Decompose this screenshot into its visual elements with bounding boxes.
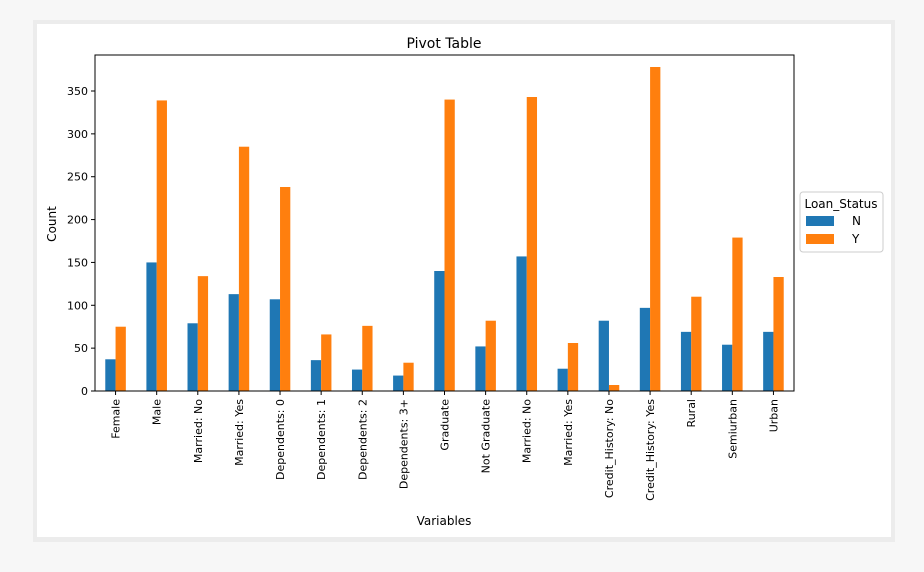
bar-y-9: [485, 320, 496, 391]
legend-title: Loan_Status: [804, 197, 877, 211]
bar-n-15: [722, 344, 733, 391]
bar-y-15: [732, 237, 743, 391]
x-tick-label: Married: Yes: [233, 399, 246, 466]
y-tick-label: 50: [74, 342, 88, 355]
x-axis-ticks: Female Male Married: No Married: Yes Depende…: [110, 391, 780, 501]
bar-y-11: [567, 343, 579, 391]
x-tick-label: Urban: [767, 399, 780, 432]
x-tick-label: Dependents: 2: [356, 399, 369, 480]
x-tick-label: Female: [110, 399, 123, 439]
bar-y-0: [115, 326, 126, 391]
bar-y-3: [238, 146, 250, 391]
y-tick-label: 350: [67, 85, 88, 98]
bar-n-7: [393, 375, 404, 391]
x-tick-label: Dependents: 0: [274, 399, 287, 480]
bar-n-16: [763, 331, 774, 391]
bar-y-4: [280, 187, 291, 391]
y-axis-label: Count: [45, 206, 59, 242]
bar-y-7: [403, 362, 414, 391]
y-tick-label: 300: [67, 128, 88, 141]
x-tick-label: Male: [151, 399, 164, 425]
x-tick-label: Dependents: 1: [315, 399, 328, 480]
x-tick-label: Semiurban: [726, 399, 739, 459]
bar-y-8: [444, 99, 455, 391]
bar-n-12: [598, 320, 609, 391]
bar-group: [105, 67, 784, 392]
x-tick-label: Not Graduate: [480, 399, 493, 474]
bar-n-10: [516, 256, 527, 391]
x-tick-label: Dependents: 3+: [397, 399, 410, 489]
legend-label-y: Y: [851, 232, 860, 246]
bar-y-5: [321, 334, 332, 391]
x-tick-label: Credit_History: No: [603, 399, 616, 498]
bar-y-13: [650, 67, 661, 391]
bar-n-3: [228, 294, 239, 391]
x-axis-label: Variables: [417, 514, 472, 528]
x-tick-label: Married: No: [192, 399, 205, 463]
bar-y-2: [197, 276, 209, 391]
bar-n-2: [187, 323, 198, 391]
bar-n-5: [310, 360, 322, 391]
plot-area-border: [94, 54, 795, 392]
bar-n-0: [105, 359, 116, 391]
x-tick-label: Credit_History: Yes: [644, 399, 657, 501]
legend-label-n: N: [852, 214, 861, 228]
x-tick-label: Married: Yes: [562, 399, 575, 466]
x-tick-label: Graduate: [439, 399, 452, 451]
y-tick-label: 0: [81, 385, 88, 398]
bar-n-1: [146, 262, 157, 391]
y-tick-label: 150: [67, 256, 88, 269]
chart-card: [37, 24, 891, 537]
y-tick-label: 100: [67, 299, 88, 312]
legend-swatch-y: [806, 234, 834, 244]
x-tick-label: Married: No: [521, 399, 534, 463]
bar-y-14: [691, 296, 702, 391]
bar-y-16: [773, 277, 784, 391]
bar-n-6: [351, 369, 363, 391]
y-tick-label: 200: [67, 214, 88, 227]
x-tick-label: Rural: [685, 399, 698, 427]
bar-n-13: [639, 307, 651, 391]
bar-n-8: [434, 271, 445, 391]
bar-y-12: [608, 385, 620, 391]
y-axis-ticks: 0 50 100 150 200 250 300 350: [67, 85, 95, 398]
legend: Loan_Status N Y: [799, 191, 884, 253]
bar-y-1: [156, 100, 167, 392]
bar-n-11: [557, 368, 568, 391]
bar-y-6: [362, 325, 373, 391]
bar-y-10: [526, 97, 538, 391]
legend-swatch-n: [806, 216, 834, 226]
bar-n-9: [475, 346, 486, 391]
bar-n-4: [269, 299, 281, 391]
y-tick-label: 250: [67, 171, 88, 184]
chart-title: Pivot Table: [406, 36, 481, 52]
bar-n-14: [680, 331, 692, 391]
